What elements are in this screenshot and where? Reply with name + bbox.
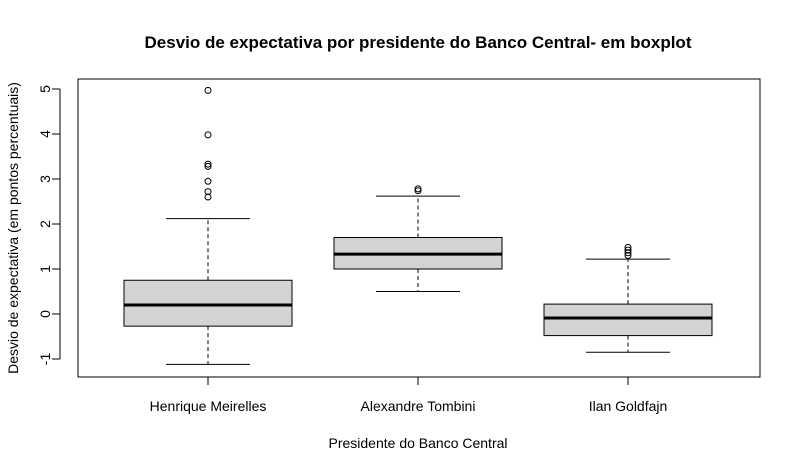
y-tick-label: 5: [37, 85, 53, 93]
y-tick-label: -1: [37, 353, 53, 366]
y-tick-label: 0: [37, 310, 53, 318]
outlier-point: [204, 131, 212, 139]
y-tick-label: 3: [37, 175, 53, 183]
box-alexandre-tombini: [333, 185, 503, 292]
box-henrique-meirelles: [123, 86, 293, 365]
x-axis-label: Presidente do Banco Central: [329, 435, 508, 451]
y-tick-label: 4: [37, 130, 53, 138]
x-tick-label: Henrique Meirelles: [150, 398, 267, 414]
outlier-point: [204, 188, 212, 196]
outlier-point: [624, 252, 632, 259]
outlier-point: [624, 243, 632, 251]
y-tick-label: 2: [37, 220, 53, 228]
x-tick-label: Alexandre Tombini: [361, 398, 476, 414]
iqr-box: [123, 279, 293, 327]
outlier-point: [624, 249, 632, 257]
y-axis-label: Desvio de expectativa (em pontos percent…: [5, 82, 21, 374]
outlier-point: [204, 162, 212, 170]
box-ilan-goldfajn: [543, 243, 713, 353]
y-tick-label: 1: [37, 265, 53, 273]
outlier-point: [204, 193, 212, 201]
outlier-point: [624, 246, 632, 254]
chart-title: Desvio de expectativa por presidente do …: [145, 33, 692, 52]
x-axis: Henrique Meirelles Alexandre Tombini Ilan …: [150, 376, 668, 414]
outlier-point: [204, 86, 212, 94]
outlier-point: [414, 185, 422, 193]
boxes: [123, 86, 713, 365]
outlier-point: [204, 177, 212, 185]
outlier-point: [204, 160, 212, 168]
iqr-box: [543, 303, 713, 337]
x-tick-label: Ilan Goldfajn: [589, 398, 668, 414]
y-axis: -1 0 1 2 3 4 5: [37, 85, 61, 366]
